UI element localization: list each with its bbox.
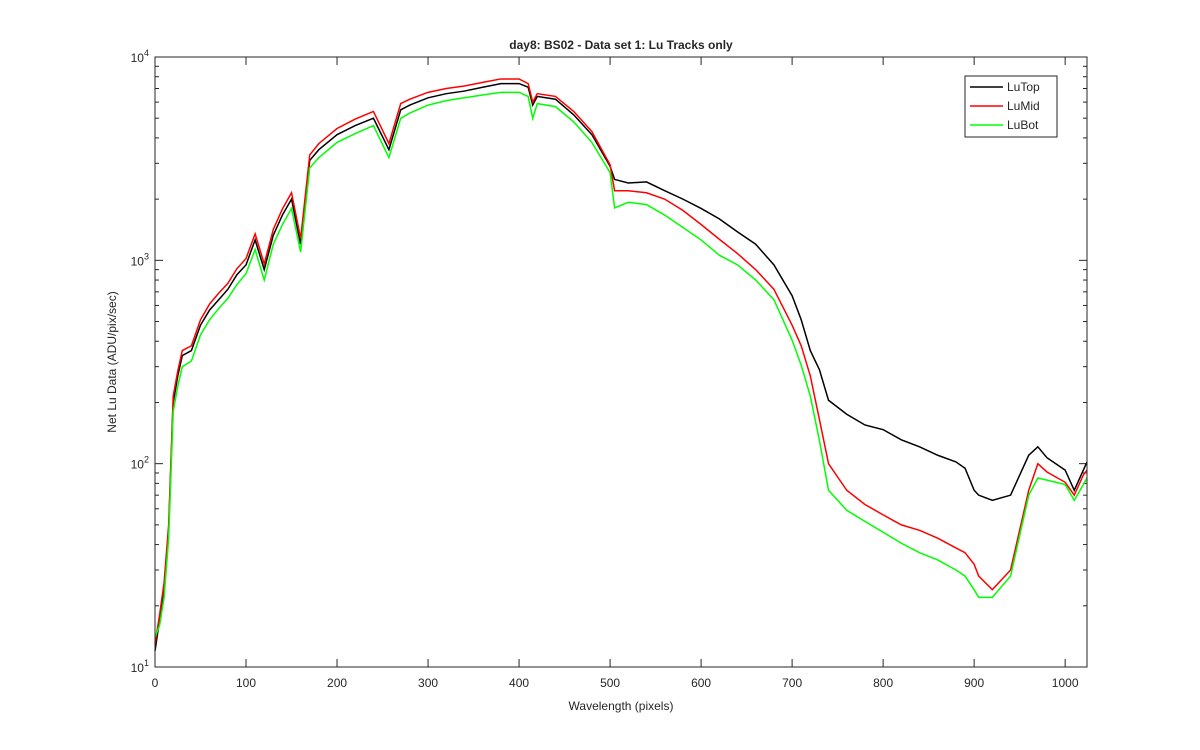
x-tick-label: 900 xyxy=(964,676,984,690)
x-tick-label: 800 xyxy=(873,676,893,690)
x-tick-label: 1000 xyxy=(1052,676,1079,690)
x-tick-label: 0 xyxy=(152,676,159,690)
x-tick-label: 600 xyxy=(691,676,711,690)
x-tick-label: 300 xyxy=(418,676,438,690)
legend-label: LuMid xyxy=(1007,99,1040,113)
legend-label: LuBot xyxy=(1007,118,1039,132)
x-axis-label: Wavelength (pixels) xyxy=(569,699,674,713)
y-tick-label: 104 xyxy=(131,48,149,65)
x-tick-label: 700 xyxy=(782,676,802,690)
chart-title: day8: BS02 - Data set 1: Lu Tracks only xyxy=(509,38,733,52)
y-axis-label: Net Lu Data (ADU/pix/sec) xyxy=(105,291,119,432)
series-line xyxy=(154,78,1088,644)
x-tick-label: 200 xyxy=(327,676,347,690)
x-tick-label: 500 xyxy=(600,676,620,690)
series-line xyxy=(154,91,1088,638)
x-tick-label: 100 xyxy=(236,676,256,690)
series-line xyxy=(154,82,1088,652)
axes-box xyxy=(154,56,1088,668)
plot-area xyxy=(155,57,1087,667)
x-tick-label: 400 xyxy=(509,676,529,690)
y-tick-label: 103 xyxy=(131,251,149,268)
legend-label: LuTop xyxy=(1007,80,1040,94)
y-tick-label: 102 xyxy=(131,455,149,472)
y-tick-label: 101 xyxy=(131,658,149,675)
